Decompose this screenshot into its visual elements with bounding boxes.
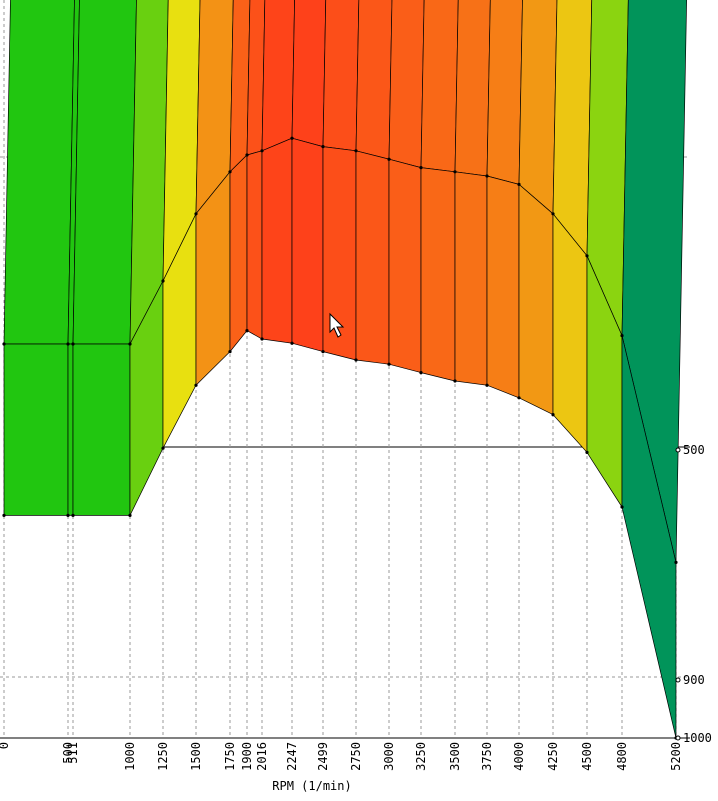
surface-point [354, 358, 358, 362]
cursor [329, 312, 345, 338]
surface-cell [322, 146, 357, 361]
surface-point [2, 342, 6, 346]
surface-point [228, 170, 232, 174]
x-tick-label: 1500 [189, 742, 203, 771]
surface-point [321, 145, 325, 149]
surface-cell [388, 158, 422, 374]
x-tick-label: 3500 [448, 742, 462, 771]
x-tick-label: 3000 [382, 742, 396, 771]
depth-tick-label: 1000 [683, 731, 712, 745]
x-tick-label: 4250 [546, 742, 560, 771]
surface-cell [67, 343, 74, 516]
surface-point [245, 329, 249, 333]
surface-point [387, 362, 391, 366]
surface [2, 0, 687, 740]
x-axis-title: RPM (1/min) [272, 779, 351, 793]
x-tick-label: 511 [66, 742, 80, 764]
surface-point [354, 149, 358, 153]
surface-cell [518, 183, 554, 416]
surface-point [66, 342, 70, 346]
surface-point [453, 170, 457, 174]
x-tick-label: 4800 [615, 742, 629, 771]
surface-point [290, 136, 294, 140]
surface-point [585, 450, 589, 454]
surface-point [387, 157, 391, 161]
surface-point [453, 379, 457, 383]
depth-tick-label: 500 [683, 443, 705, 457]
depth-tick [675, 447, 681, 453]
x-tick-label: 2247 [285, 742, 299, 771]
surface-point [551, 413, 555, 417]
surface-point [71, 342, 75, 346]
surface-point [228, 350, 232, 354]
x-tick-label: 2750 [349, 742, 363, 771]
surface-cell [454, 171, 488, 386]
x-tick-label: 1750 [223, 742, 237, 771]
surface-point [66, 513, 70, 518]
x-tick-label: 4500 [580, 742, 594, 771]
surface-point [128, 513, 132, 518]
surface-point [161, 446, 165, 450]
surface-point [551, 212, 555, 216]
surface-point [485, 174, 489, 178]
x-tick-label: 2016 [255, 742, 269, 771]
surface-point [517, 396, 521, 400]
surface-cell [261, 137, 293, 344]
x-tick-label: 0 [0, 742, 11, 749]
surface-point [585, 254, 589, 258]
surface-point [485, 383, 489, 387]
x-tick-label: 500 [61, 742, 75, 764]
surface-point [260, 149, 264, 153]
x-tick-label: 3250 [414, 742, 428, 771]
surface-point [620, 505, 624, 509]
depth-tick-label: 900 [683, 673, 705, 687]
surface-cell [72, 343, 131, 516]
surface-cell [291, 137, 324, 353]
surface-point [674, 560, 678, 565]
surface-point [517, 182, 521, 186]
surface-point [161, 279, 165, 283]
surface-cell [246, 150, 263, 340]
x-tick-label: 2499 [316, 742, 330, 771]
surface-point [128, 342, 132, 346]
depth-tick [675, 677, 681, 683]
depth-tick [675, 735, 681, 741]
surface-point [2, 513, 6, 518]
surface-point [419, 371, 423, 375]
surface-cell [3, 343, 69, 516]
surface-point [71, 513, 75, 518]
x-tick-label: 3750 [480, 742, 494, 771]
x-tick-label: 1000 [123, 742, 137, 771]
x-tick-label: 5200 [669, 742, 683, 771]
surface-point [260, 337, 264, 341]
x-tick-label: 1250 [156, 742, 170, 771]
surface-cell [420, 167, 456, 382]
surface-point [620, 334, 624, 338]
surface-point [194, 383, 198, 387]
x-tick-label: 4000 [512, 742, 526, 771]
surface-cell [355, 150, 390, 365]
surface-point [290, 341, 294, 345]
surface-point [194, 212, 198, 216]
surface-cell [229, 154, 248, 353]
surface-point [419, 166, 423, 170]
surface-point [321, 350, 325, 354]
surface-point [245, 153, 249, 157]
surface-cell [486, 175, 520, 399]
surface-cell [552, 212, 588, 454]
x-tick-label: 1900 [240, 742, 254, 771]
